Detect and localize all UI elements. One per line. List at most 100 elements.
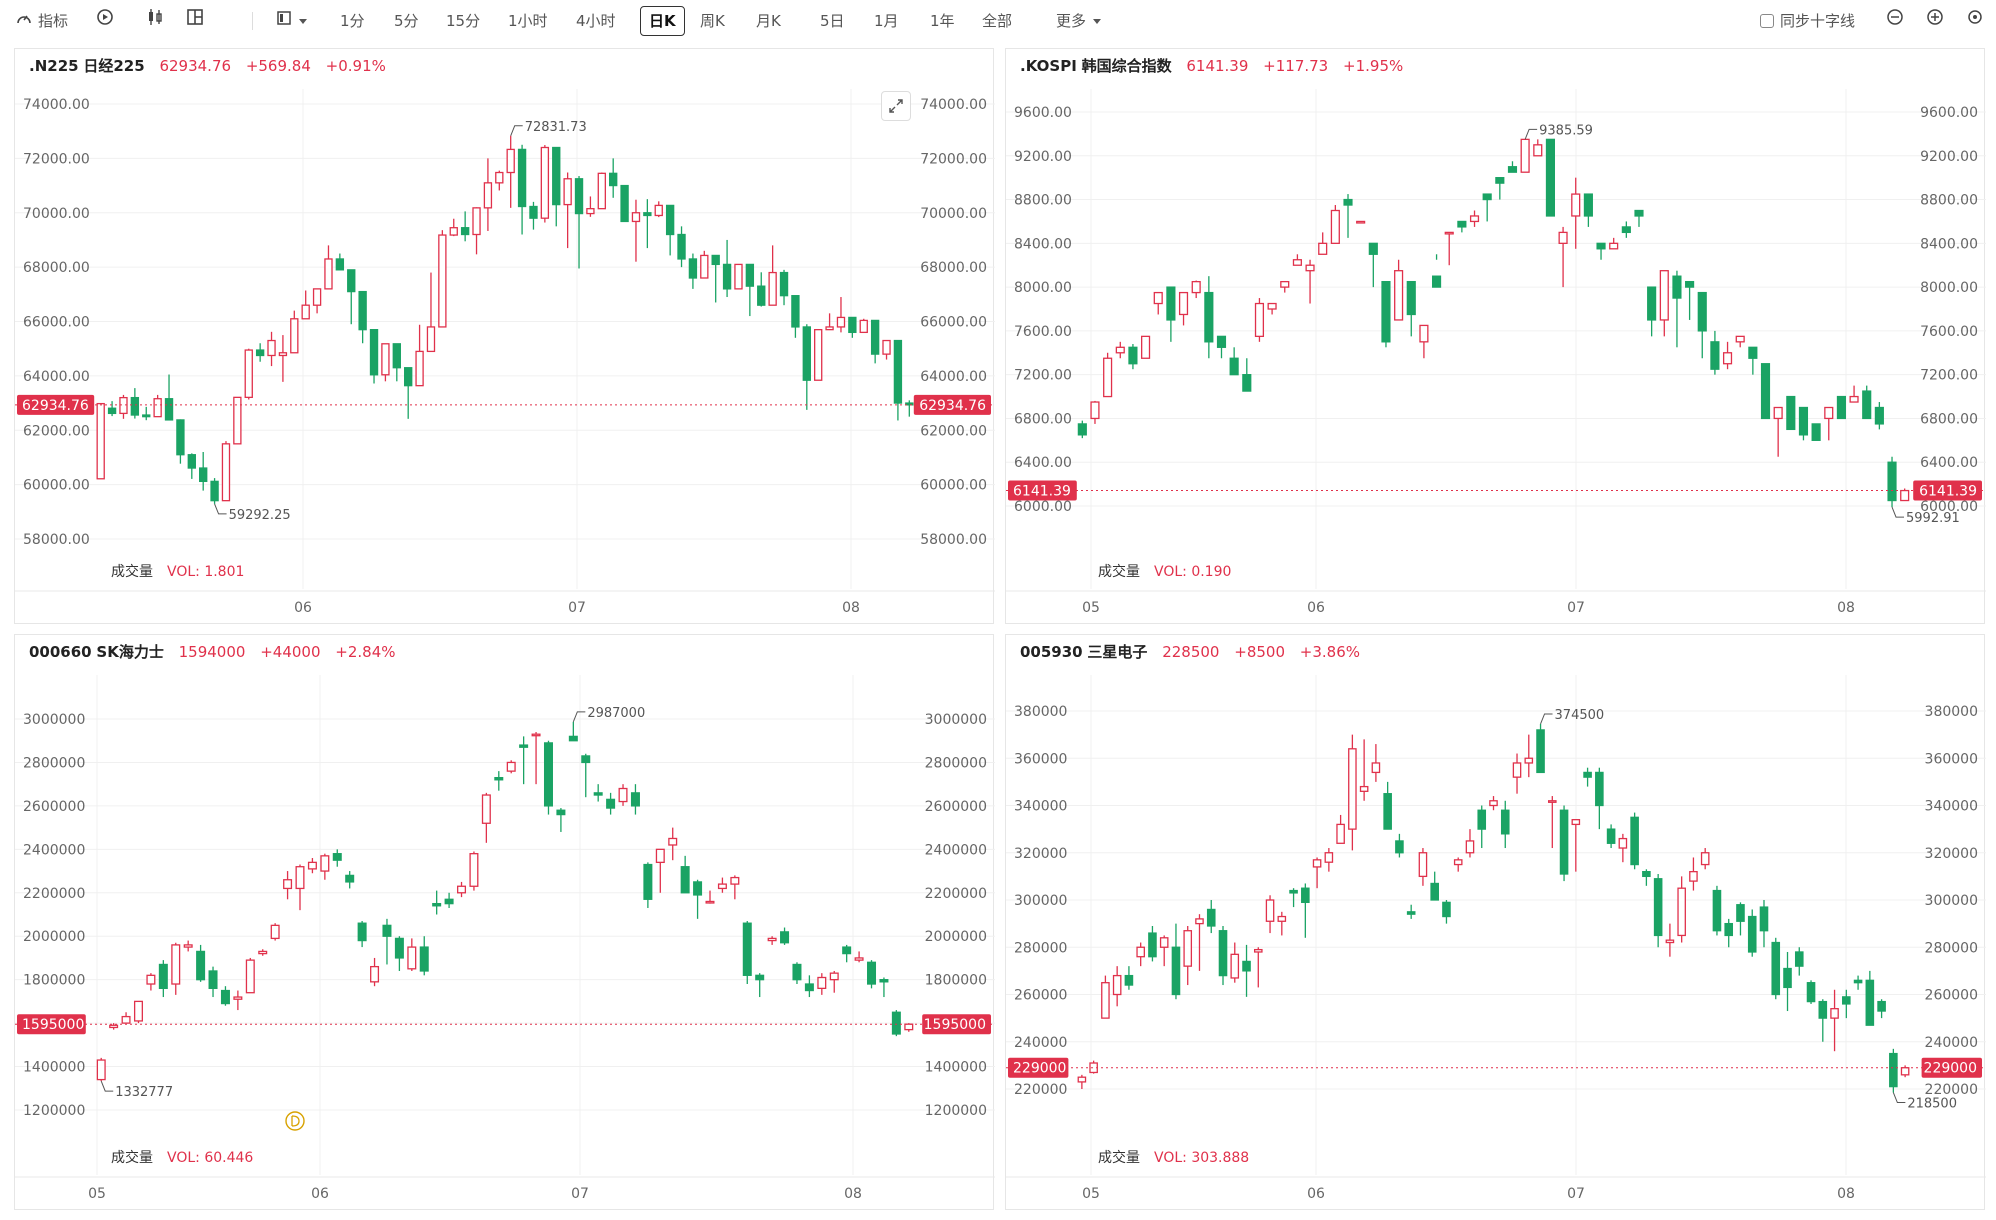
candle: [643, 862, 653, 908]
timeframe-tab[interactable]: 1分: [340, 12, 365, 30]
candle-body: [1596, 242, 1606, 250]
candle: [1862, 385, 1872, 420]
timeframe-tab[interactable]: 5分: [394, 12, 419, 30]
chart-type-dropdown[interactable]: [276, 8, 308, 34]
timeframe-tab[interactable]: 15分: [446, 12, 481, 30]
x-tick-label: 06: [311, 1186, 329, 1202]
last-price-tag-right: [1913, 480, 1982, 501]
indicator-button[interactable]: 指标: [16, 8, 68, 34]
candle-body: [1659, 270, 1669, 321]
zoom-in-button[interactable]: [1926, 8, 1944, 34]
y-tick-label-right: 6400.00: [1920, 455, 1978, 471]
more-dropdown[interactable]: 更多: [1056, 8, 1102, 34]
candle: [1457, 220, 1467, 233]
last-price-tag-left: [17, 1014, 86, 1035]
candle-body: [1148, 932, 1157, 958]
crosshair-checkbox[interactable]: [1760, 14, 1774, 28]
timeframe-tab[interactable]: 1月: [874, 12, 899, 30]
candle: [1383, 781, 1392, 830]
candle-body: [1533, 144, 1543, 157]
candle: [1647, 286, 1657, 337]
candle-body: [606, 798, 616, 809]
candle: [1477, 805, 1487, 849]
panel-title: .N225 日经225 62934.76 +569.84 +0.91%: [29, 55, 386, 76]
expand-icon: [889, 99, 903, 113]
high-marker-label: 374500: [1555, 708, 1605, 723]
candle-body: [183, 944, 193, 948]
candle-style-button[interactable]: [146, 8, 164, 34]
candle: [1900, 1065, 1910, 1078]
candle: [1672, 270, 1682, 348]
candle-body: [245, 959, 255, 994]
candle: [1724, 918, 1734, 948]
candle: [1659, 270, 1669, 337]
candle: [1818, 999, 1828, 1042]
crosshair-toggle[interactable]: 同步十字线: [1760, 8, 1855, 34]
candle-body: [1077, 1076, 1087, 1083]
y-tick-label-right: 58000.00: [920, 532, 987, 548]
replay-button[interactable]: [96, 8, 114, 34]
candle-body: [540, 146, 550, 219]
candlestick-chart[interactable]: 3000000 3000000 2800000 2800000 2600000 26000…: [15, 635, 995, 1211]
zoom-out-button[interactable]: [1886, 8, 1904, 34]
timeframe-tab[interactable]: 5日: [820, 12, 845, 30]
candle-body: [1166, 286, 1176, 321]
candle: [745, 263, 755, 317]
candle: [506, 135, 515, 208]
candle: [1697, 291, 1707, 359]
timeframe-tab[interactable]: 周K: [700, 12, 725, 30]
timeframe-tab[interactable]: 1年: [930, 12, 955, 30]
candle: [1178, 291, 1189, 326]
y-tick-label-left: 340000: [1014, 799, 1067, 815]
candle-body: [1204, 291, 1214, 343]
replay-icon: [96, 8, 114, 34]
candle: [1849, 385, 1859, 403]
candle: [1759, 900, 1769, 948]
layout-button[interactable]: [186, 8, 204, 34]
candle: [438, 230, 447, 328]
settings-button[interactable]: [1966, 8, 1984, 34]
candle-body: [1343, 198, 1353, 206]
candle-body: [432, 902, 442, 907]
x-tick-label: 05: [1082, 600, 1100, 616]
candle-body: [1371, 762, 1381, 774]
candle: [563, 172, 572, 249]
candle: [631, 199, 641, 262]
timeframe-tab[interactable]: 月K: [756, 12, 781, 30]
candle-body: [791, 295, 800, 328]
volume-value: VOL: 303.888: [1154, 1150, 1249, 1166]
candle-body: [1677, 887, 1686, 937]
y-tick-label-right: 2200000: [925, 886, 987, 902]
y-tick-label-left: 60000.00: [23, 478, 90, 494]
candle: [176, 419, 185, 464]
candle-body: [469, 853, 479, 887]
candlestick-chart[interactable]: 74000.00 74000.00 72000.00 72000.00 70000.00…: [15, 49, 995, 625]
last-price-tag-right: [922, 1014, 991, 1035]
candle-body: [335, 258, 345, 271]
ticker-name: 日经225: [83, 57, 145, 75]
timeframe-tab[interactable]: 全部: [982, 12, 1013, 30]
timeframe-tab[interactable]: 4小时: [576, 12, 616, 30]
candle-body: [1621, 226, 1631, 234]
candlestick-chart[interactable]: 380000 380000 360000 360000 340000 340000 3200…: [1006, 635, 1986, 1211]
x-tick-label: 06: [1307, 1186, 1325, 1202]
y-tick-label-right: 1200000: [925, 1103, 987, 1119]
y-tick-label-left: 220000: [1014, 1082, 1067, 1098]
candle: [1289, 888, 1298, 908]
candle-body: [780, 931, 790, 944]
candlestick-chart[interactable]: 9600.00 9600.00 9200.00 9200.00 8800.00 8800.…: [1006, 49, 1986, 625]
timeframe-tab[interactable]: 日K: [640, 6, 685, 36]
candle: [332, 849, 342, 867]
expand-button[interactable]: [881, 91, 911, 121]
ticker-name: SK海力士: [96, 643, 164, 661]
candle-body: [1431, 275, 1442, 288]
candle-body: [836, 316, 846, 328]
candle-body: [757, 285, 766, 306]
timeframe-tab[interactable]: 1小时: [508, 12, 548, 30]
low-marker-label: 1332777: [115, 1085, 173, 1100]
candle: [358, 290, 367, 344]
dividend-marker-icon[interactable]: [285, 1111, 305, 1131]
volume-value: VOL: 60.446: [167, 1150, 253, 1166]
candle: [1621, 221, 1631, 238]
chevron-down-icon: [1092, 8, 1102, 34]
